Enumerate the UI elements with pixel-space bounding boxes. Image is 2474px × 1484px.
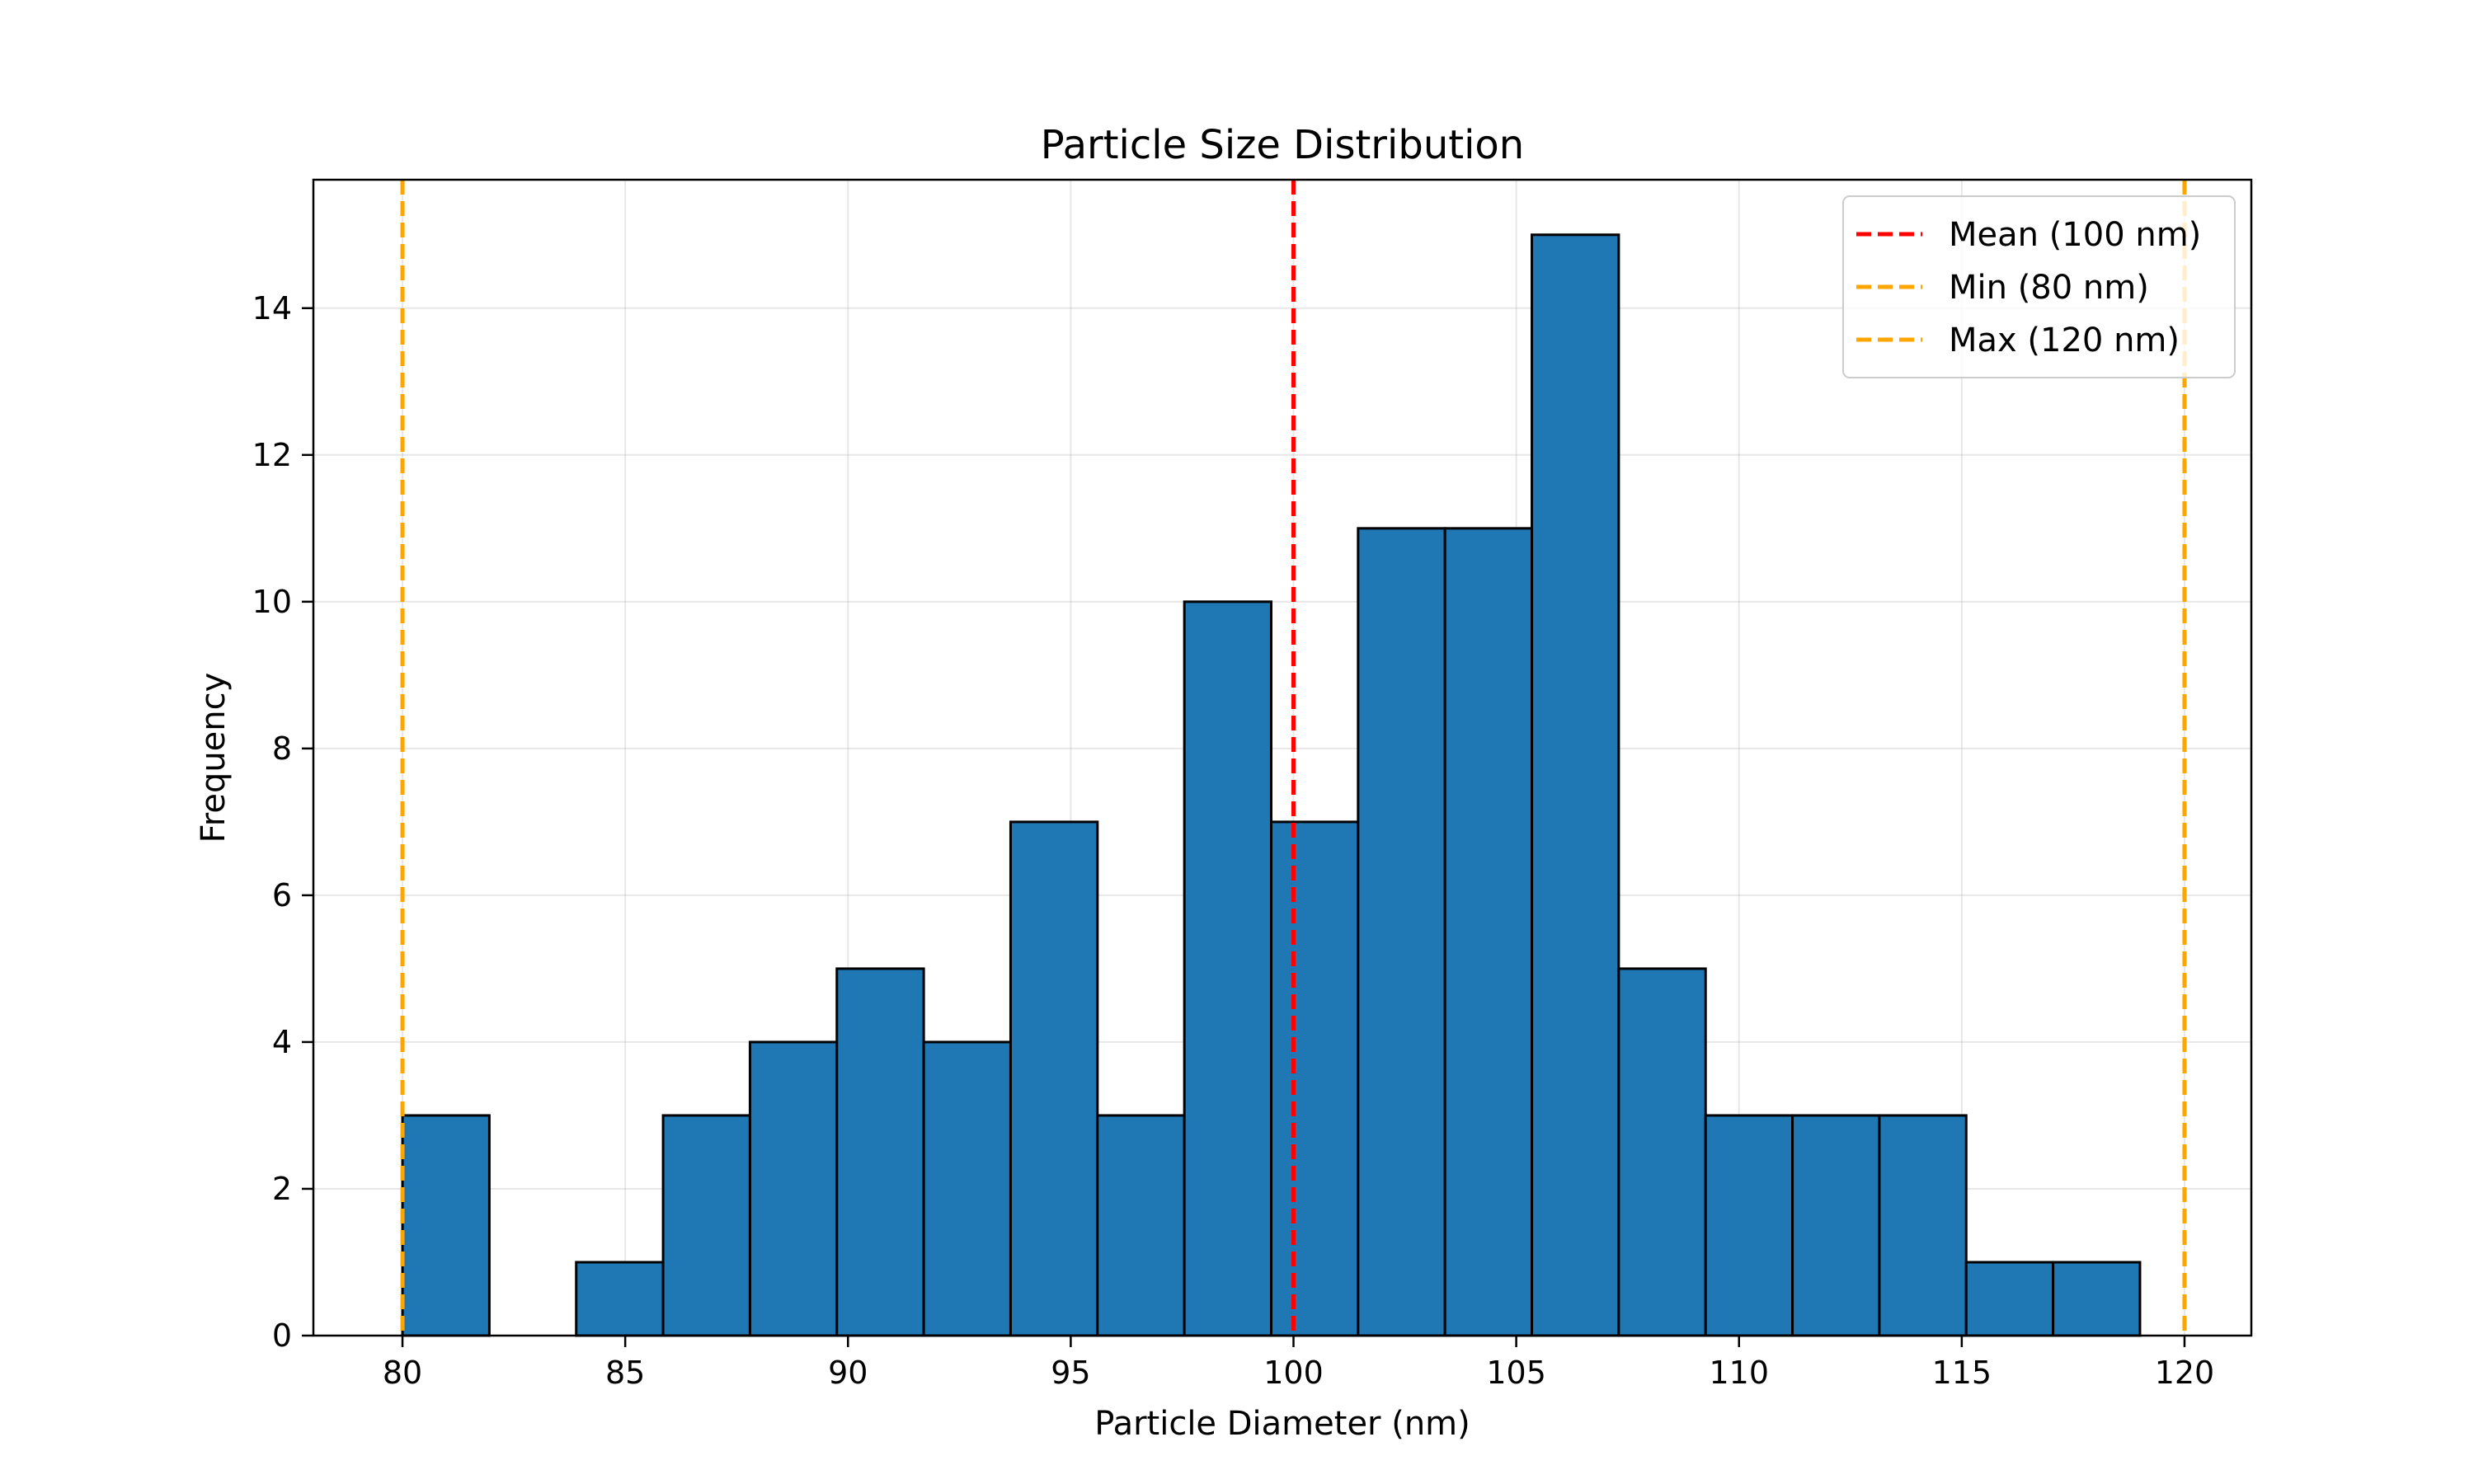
chart-title: Particle Size Distribution: [1041, 122, 1524, 168]
y-tick-label: 0: [272, 1317, 292, 1354]
y-tick-label: 12: [252, 437, 292, 473]
histogram-bar: [401, 1114, 491, 1337]
legend-label: Min (80 nm): [1949, 269, 2149, 307]
histogram-bar: [575, 1261, 665, 1337]
y-tick-label: 10: [252, 584, 292, 620]
y-tick-label: 6: [272, 877, 292, 913]
x-tick-label: 105: [1486, 1355, 1546, 1391]
x-tick-label: 110: [1709, 1355, 1769, 1391]
y-tick-label: 14: [252, 290, 292, 326]
histogram-bar: [1269, 820, 1360, 1337]
histogram-bar: [835, 967, 925, 1337]
histogram-bar: [1009, 820, 1099, 1337]
x-tick-label: 95: [1051, 1355, 1090, 1391]
histogram-bar: [1964, 1261, 2055, 1337]
y-tick-label: 8: [272, 730, 292, 767]
histogram-bar: [1704, 1114, 1794, 1337]
x-tick-label: 85: [605, 1355, 645, 1391]
legend: Mean (100 nm) Min (80 nm) Max (120 nm): [1842, 195, 2236, 378]
y-axis-label: Frequency: [195, 673, 233, 843]
histogram-bar: [1357, 527, 1446, 1337]
x-tick-label: 80: [383, 1355, 422, 1391]
histogram-bar: [1096, 1114, 1186, 1337]
legend-label: Mean (100 nm): [1949, 216, 2201, 254]
legend-box: [1842, 195, 2236, 378]
histogram-bar: [1791, 1114, 1881, 1337]
y-axis-ticks: 0 2 4 6 8 10 12 14: [252, 290, 313, 1354]
x-axis-ticks: 80 85 90 95 100 105 110 115 120: [383, 1336, 2214, 1391]
histogram-bar: [661, 1114, 751, 1337]
histogram-bar: [1531, 233, 1620, 1337]
y-tick-label: 2: [272, 1171, 292, 1207]
histogram-bar: [1443, 527, 1534, 1337]
histogram-bar: [2052, 1261, 2142, 1337]
x-tick-label: 120: [2155, 1355, 2215, 1391]
x-tick-label: 115: [1932, 1355, 1992, 1391]
x-axis-label: Particle Diameter (nm): [1094, 1405, 1470, 1443]
legend-label: Max (120 nm): [1949, 322, 2180, 359]
x-tick-label: 100: [1263, 1355, 1324, 1391]
histogram-bar: [1878, 1114, 1968, 1337]
histogram-bar: [1617, 967, 1707, 1337]
histogram-bar: [748, 1040, 839, 1337]
plot-frame: [312, 178, 2253, 1337]
histogram-bars: [401, 233, 2142, 1337]
y-tick-label: 4: [272, 1024, 292, 1060]
histogram-bar: [922, 1040, 1012, 1337]
histogram-bar: [1183, 600, 1272, 1337]
x-tick-label: 90: [828, 1355, 868, 1391]
